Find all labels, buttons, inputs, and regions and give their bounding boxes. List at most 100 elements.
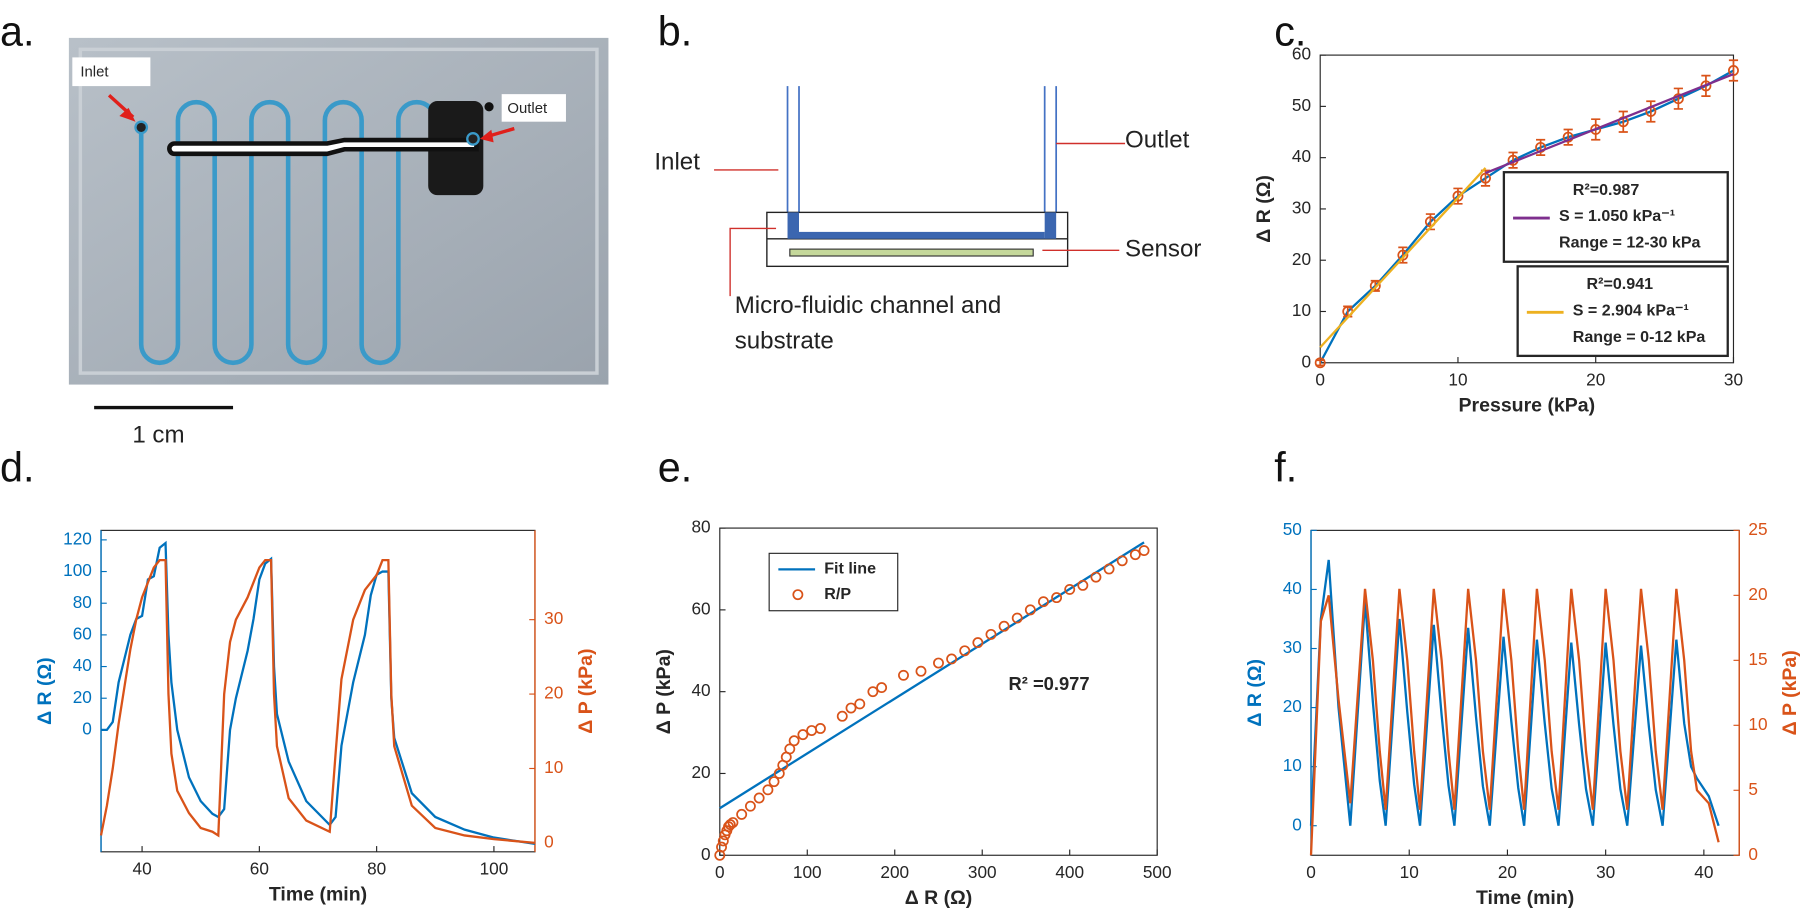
photo-edge [78,47,599,375]
marker [1480,172,1491,184]
x-axis-label: Δ R (Ω) [905,887,973,909]
legend-text: R/P [824,585,851,603]
marker [1051,592,1063,604]
x-tick-label: 30 [1724,370,1743,390]
marker [1011,612,1023,624]
inlet-label: Inlet [80,63,109,80]
marker [1090,571,1102,583]
series-line [101,540,536,846]
y-tick-label: 30 [1283,637,1302,657]
x-tick-label: 0 [715,862,725,882]
y-tick-label: 0 [1301,351,1311,371]
y-axis-label: Δ R (Ω) [1244,659,1266,727]
y-tick-label: 20 [1283,696,1302,716]
error-bar [1618,110,1628,133]
y-tick-label: 60 [1292,44,1311,64]
y-tick-label: 40 [1292,146,1311,166]
marker [768,776,780,788]
legend [768,552,899,612]
marker [784,743,796,755]
panel-label: d. [0,445,34,491]
marker [1024,604,1036,616]
marker [797,729,809,741]
marker [753,792,765,804]
y-tick-label: 0 [701,844,711,864]
x-tick-label: 200 [880,862,909,882]
y2-tick-label: 20 [544,683,563,703]
annotation: R² =0.977 [1008,673,1089,694]
port [787,212,800,239]
y-tick-label: 40 [73,655,92,675]
marker [985,628,997,640]
marker [898,669,909,681]
outlet-label: Outlet [507,100,548,117]
error-bar [1673,87,1683,110]
y2-tick-label: 15 [1748,649,1767,669]
x-tick-label: 0 [1306,862,1316,882]
arrow-head [479,129,494,143]
marker [788,735,800,747]
marker [959,645,971,657]
x-tick-label: 500 [1143,862,1172,882]
y-tick-label: 40 [1283,578,1302,598]
x-tick-label: 100 [480,859,509,879]
series-line [1309,559,1720,827]
error-bar [1728,59,1739,82]
marker [854,698,866,710]
y-tick-label: 50 [1283,519,1302,539]
marker [876,682,888,694]
channel [138,99,438,365]
outlet-hole [466,132,480,146]
series-line [1485,73,1734,175]
y-tick-label: 10 [1283,755,1302,775]
marker [762,784,774,796]
y-tick-label: 60 [73,623,92,643]
sensor-label: Sensor [1125,236,1201,263]
y-axis-label: Δ P (kPa) [653,649,675,734]
x-tick-label: 10 [1448,370,1467,390]
x-tick-label: 0 [1315,370,1325,390]
marker [1077,579,1089,591]
x-tick-label: 30 [1596,862,1615,882]
legend-text: Range = 12-30 kPa [1559,234,1702,252]
marker [867,686,879,698]
legend-text: Fit line [824,560,876,578]
inlet-label: Inlet [654,148,700,175]
inlet-hole [134,120,149,135]
marker [1064,583,1076,595]
y-tick-label: 50 [1292,95,1311,115]
y2-tick-label: 10 [544,757,563,777]
y2-tick-label: 10 [1748,714,1767,734]
label-box [501,94,566,122]
x-axis-label: Time (min) [1476,887,1574,909]
error-bar [1646,100,1656,123]
x-axis-label: Pressure (kPa) [1459,395,1596,417]
x-tick-label: 80 [367,859,386,879]
marker [1452,190,1464,202]
marker [1314,357,1326,369]
marker [1103,563,1115,575]
x-tick-label: 400 [1055,862,1084,882]
channel-label: substrate [735,327,834,354]
panel-label: c. [1274,8,1306,54]
y2-tick-label: 0 [544,831,554,851]
y2-tick-label: 0 [1748,844,1758,864]
y2-tick-label: 5 [1748,779,1758,799]
x-tick-label: 20 [1586,370,1605,390]
marker [727,817,739,828]
x-tick-label: 100 [793,862,822,882]
legend-text: Range = 0-12 kPa [1573,328,1707,346]
tubes [786,86,1058,214]
y-tick-label: 40 [691,680,710,700]
marker [814,723,826,734]
series-line [99,558,536,845]
x-tick-label: 10 [1400,862,1419,882]
series-line [1319,167,1487,349]
label-box [72,57,151,87]
legend-text: S = 2.904 kPa⁻¹ [1573,301,1689,319]
legend-text: R²=0.987 [1573,181,1640,199]
marker [1038,596,1049,608]
outlet-label: Outlet [1125,127,1190,154]
series-line [1309,588,1720,856]
